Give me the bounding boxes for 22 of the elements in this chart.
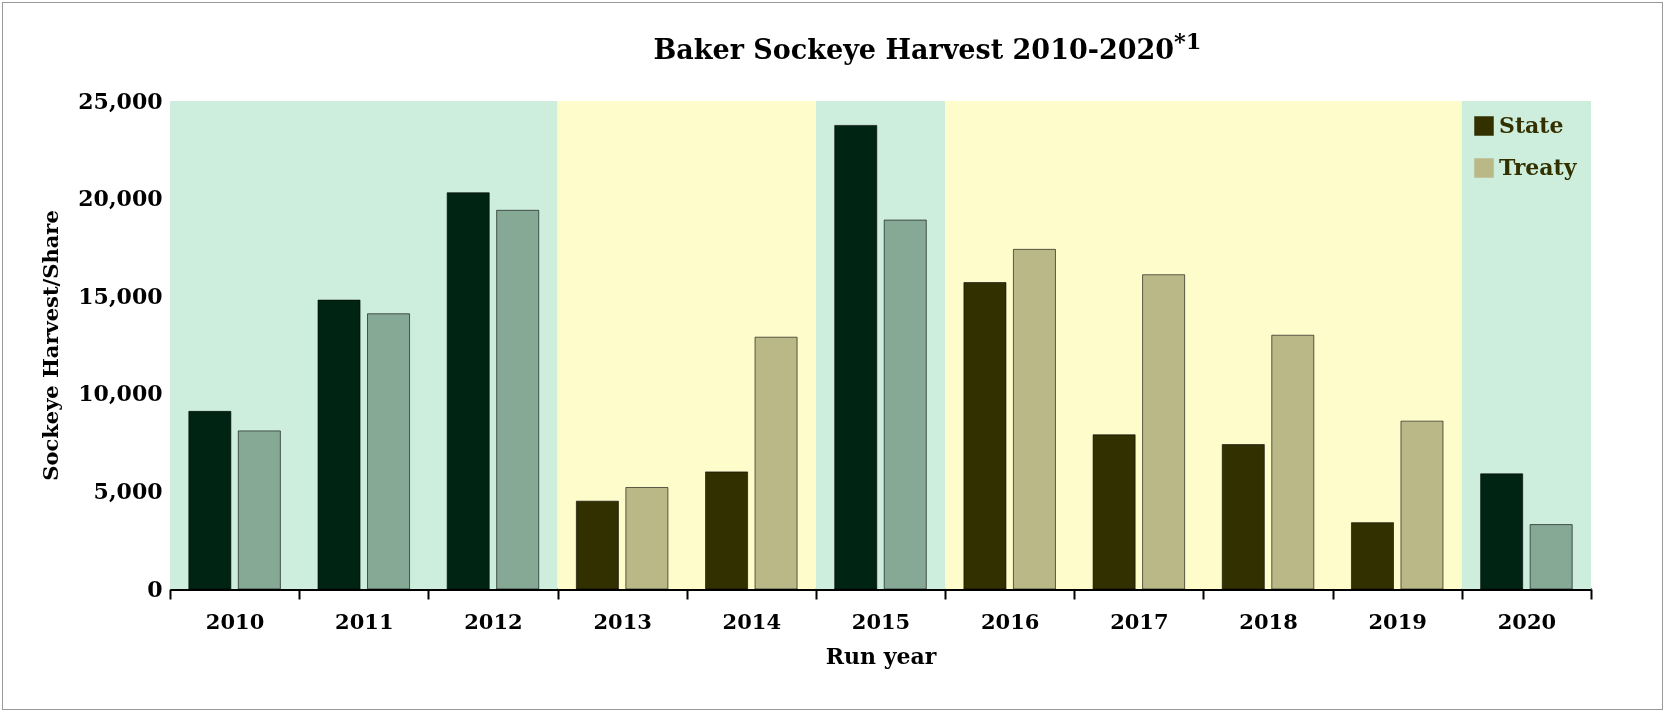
x-tick-label: 2011 [335,608,394,634]
x-tick-label: 2013 [593,608,652,634]
x-tick-label: 2020 [1497,608,1557,634]
legend-label: State [1499,112,1564,138]
y-tick-label: 20,000 [78,185,163,212]
y-tick-label: 10,000 [78,380,163,407]
x-tick-label: 2012 [464,608,523,634]
x-axis-title: Run year [825,642,937,669]
y-tick-label: 0 [147,575,163,602]
y-tick-label: 5,000 [93,477,163,504]
legend-label: Treaty [1499,154,1578,180]
x-tick-label: 2010 [205,608,265,634]
chart-title: Baker Sockeye Harvest 2010-2020$^{*1}$ [652,28,1203,65]
x-tick-label: 2019 [1368,608,1427,634]
y-tick-label: 25,000 [78,87,163,114]
x-tick-label: 2018 [1239,608,1298,634]
y-axis-title: Sockeye Harvest/Share [38,210,64,481]
x-tick-label: 2015 [851,608,911,634]
y-tick-label: 15,000 [78,282,163,309]
x-tick-label: 2017 [1110,608,1169,634]
x-tick-label: 2016 [980,608,1040,634]
x-tick-label: 2014 [722,608,782,634]
